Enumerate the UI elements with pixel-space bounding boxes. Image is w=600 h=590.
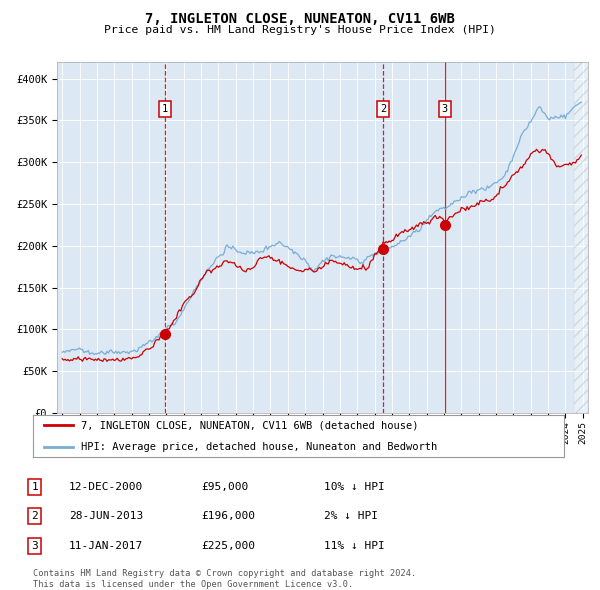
Text: 10% ↓ HPI: 10% ↓ HPI [324, 482, 385, 491]
Bar [574, 62, 588, 413]
Text: 11% ↓ HPI: 11% ↓ HPI [324, 541, 385, 550]
Text: 1: 1 [162, 104, 168, 114]
Text: 7, INGLETON CLOSE, NUNEATON, CV11 6WB: 7, INGLETON CLOSE, NUNEATON, CV11 6WB [145, 12, 455, 26]
Text: £95,000: £95,000 [201, 482, 248, 491]
Text: 11-JAN-2017: 11-JAN-2017 [69, 541, 143, 550]
Text: This data is licensed under the Open Government Licence v3.0.: This data is licensed under the Open Gov… [33, 579, 353, 589]
Text: 1: 1 [31, 482, 38, 491]
Text: 3: 3 [31, 541, 38, 550]
Text: £225,000: £225,000 [201, 541, 255, 550]
Text: HPI: Average price, detached house, Nuneaton and Bedworth: HPI: Average price, detached house, Nune… [81, 442, 437, 451]
Text: £196,000: £196,000 [201, 512, 255, 521]
Text: 12-DEC-2000: 12-DEC-2000 [69, 482, 143, 491]
Text: 3: 3 [442, 104, 448, 114]
Text: Contains HM Land Registry data © Crown copyright and database right 2024.: Contains HM Land Registry data © Crown c… [33, 569, 416, 578]
Text: Price paid vs. HM Land Registry's House Price Index (HPI): Price paid vs. HM Land Registry's House … [104, 25, 496, 35]
Text: 28-JUN-2013: 28-JUN-2013 [69, 512, 143, 521]
Text: 2% ↓ HPI: 2% ↓ HPI [324, 512, 378, 521]
Text: 2: 2 [380, 104, 386, 114]
Text: 2: 2 [31, 512, 38, 521]
Text: 7, INGLETON CLOSE, NUNEATON, CV11 6WB (detached house): 7, INGLETON CLOSE, NUNEATON, CV11 6WB (d… [81, 421, 418, 430]
